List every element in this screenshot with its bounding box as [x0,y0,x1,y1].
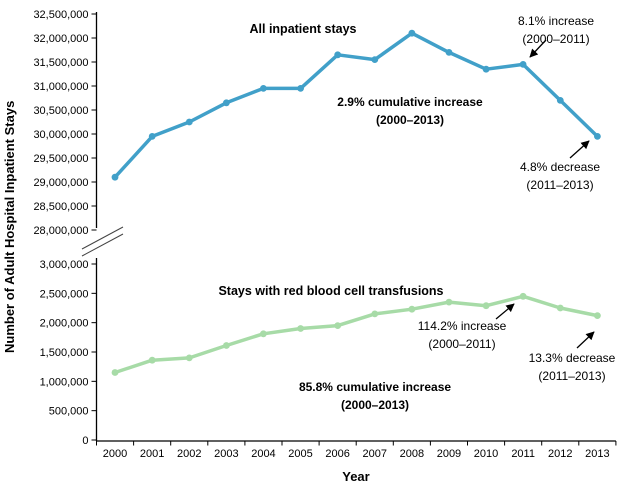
annotation-line: 85.8% cumulative increase [298,380,452,394]
data-point [223,342,230,349]
y-tick-label: 1,000,000 [40,376,89,388]
data-point [334,51,342,59]
x-tick-label: 2012 [548,448,572,460]
x-tick-label: 2005 [288,448,312,460]
x-tick-label: 2003 [214,448,238,460]
y-tick-label: 500,000 [49,406,89,418]
data-point [148,356,156,364]
y-tick-label: 2,500,000 [40,288,89,300]
annotation-line: (2011–2013) [526,178,594,192]
annotation-line: 4.8% decrease [519,160,601,174]
panel2-title: Stays with red blood cell transfusions [218,284,444,298]
x-tick-label: 2000 [103,448,127,460]
panel1-increase-annotation: 8.1% increase (2000–2011) [476,12,630,48]
annotation-line: 2.9% cumulative increase [337,95,483,109]
annotation-line: 13.3% decrease [528,351,616,365]
data-point [371,56,379,63]
data-point [519,292,527,300]
annotation-line: (2000–2011) [428,337,496,351]
annotation-line: 114.2% increase [417,319,507,333]
data-point [482,65,490,73]
y-tick-label: 32,500,000 [33,9,88,21]
annotation-line: (2000–2013) [375,113,445,127]
data-point [334,322,342,329]
x-axis-title: Year [342,469,370,484]
data-point [260,330,267,338]
y-tick-label: 2,000,000 [40,318,89,330]
annotation-line: (2000–2013) [340,398,410,412]
data-point [223,99,230,107]
y-tick-label: 32,000,000 [33,33,88,45]
y-tick-label: 30,000,000 [33,129,88,141]
y-tick-label: 28,500,000 [33,201,88,213]
annotation-line: (2011–2013) [538,369,606,383]
x-tick-label: 2004 [251,448,275,460]
y-tick-label: 29,500,000 [33,153,88,165]
y-tick-label: 3,000,000 [40,259,89,271]
panel2-decrease-annotation: 13.3% decrease (2011–2013) [492,349,630,385]
x-tick-label: 2009 [437,448,461,460]
data-point [111,369,119,376]
data-point [408,305,416,313]
annotation-line: 8.1% increase [517,14,595,28]
y-tick-label: 30,500,000 [33,105,88,117]
data-point [371,310,379,318]
x-tick-label: 2008 [400,448,424,460]
annotation-line: (2000–2011) [522,32,590,46]
annotation-arrow [495,303,515,320]
panel1-title: All inpatient stays [249,22,357,36]
x-tick-label: 2010 [474,448,498,460]
annotation-arrow [569,140,590,159]
y-tick-label: 28,000,000 [33,225,88,237]
data-point [297,85,304,92]
axis-break-mark [81,233,124,257]
x-tick-label: 2001 [140,448,164,460]
data-point [185,354,193,362]
axis-break-mark [81,226,124,250]
annotation-arrow [529,39,547,58]
data-point [519,61,527,68]
data-point [482,302,490,310]
data-point [556,97,564,104]
y-tick-label: 31,500,000 [33,57,88,69]
data-point [111,173,119,181]
data-point [185,118,193,126]
panel2-cumulative-annotation: 85.8% cumulative increase (2000–2013) [275,378,475,414]
x-tick-label: 2007 [363,448,387,460]
panel1-cumulative-annotation: 2.9% cumulative increase (2000–2013) [310,93,510,129]
y-tick-label: 29,000,000 [33,177,88,189]
series-line-all-inpatient-stays [113,31,600,179]
x-tick-label: 2011 [511,448,535,460]
data-point [594,312,601,319]
annotation-arrow [576,331,595,349]
data-point [408,29,416,37]
y-axis-title: Number of Adult Hospital Inpatient Stays [2,100,17,354]
x-tick-label: 2013 [585,448,609,460]
y-tick-label: 31,000,000 [33,81,88,93]
data-point [594,133,601,140]
data-point [445,298,453,306]
panel1-decrease-annotation: 4.8% decrease (2011–2013) [480,158,630,194]
data-point [445,49,453,56]
x-tick-label: 2002 [177,448,201,460]
y-tick-label: 0 [82,435,88,447]
y-tick-label: 1,500,000 [40,347,89,359]
data-point [260,85,267,92]
series-line-rbc-transfusion-stays [113,294,600,375]
data-point [148,133,156,140]
data-point [556,304,564,312]
x-tick-label: 2006 [325,448,349,460]
panel2-increase-annotation: 114.2% increase (2000–2011) [382,317,542,353]
data-point [297,325,304,332]
